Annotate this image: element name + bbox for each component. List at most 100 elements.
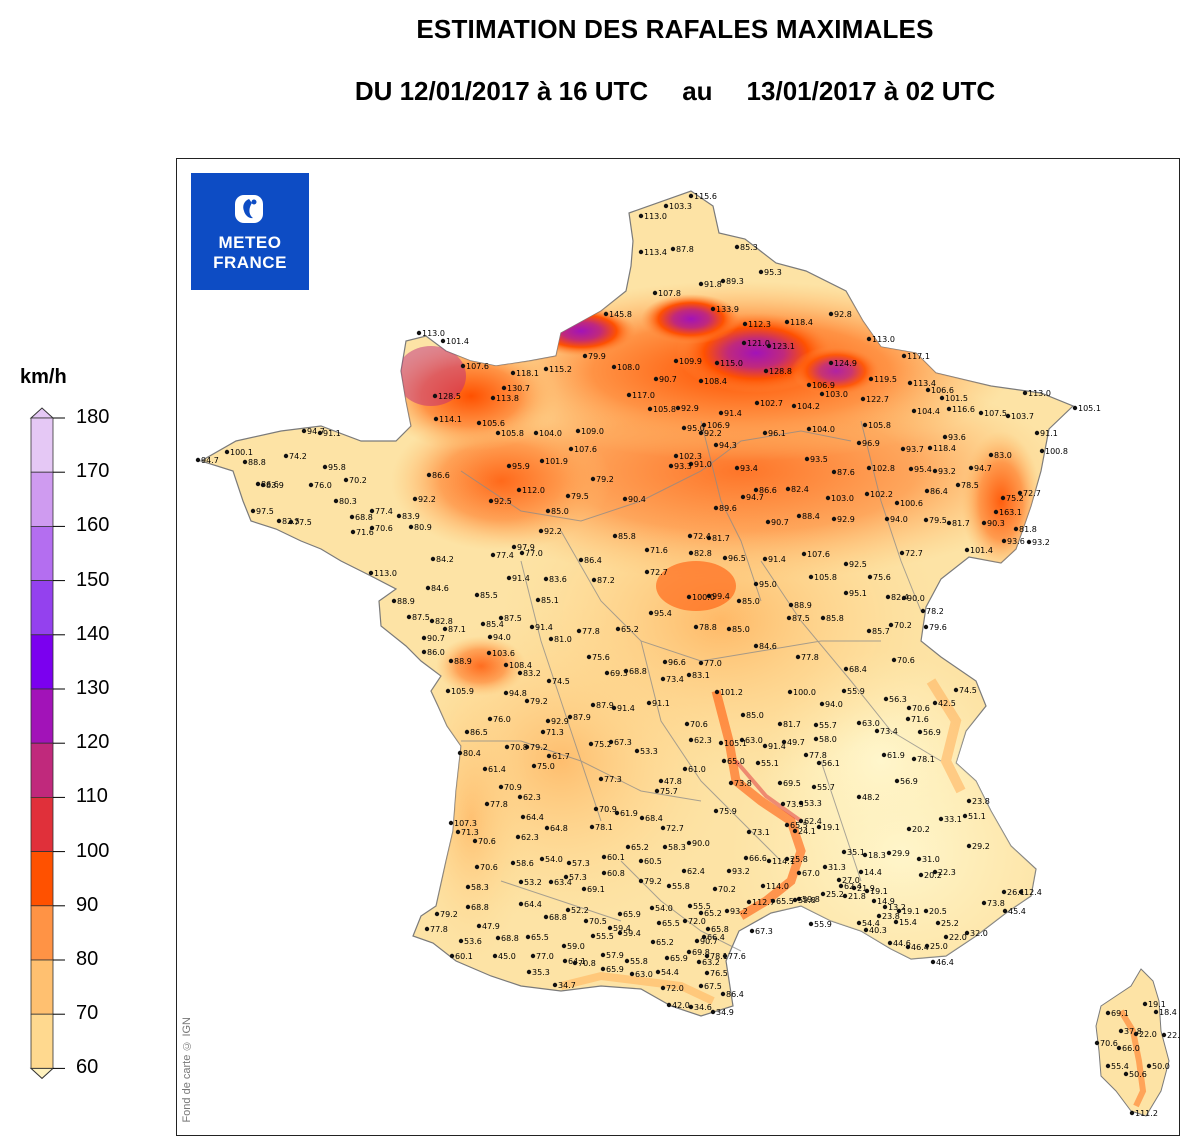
- station-value: 70.6: [690, 720, 708, 729]
- station-value: 73.1: [752, 828, 770, 837]
- station-value: 22.0: [1139, 1030, 1157, 1039]
- station-value: 100.0: [692, 593, 715, 602]
- station-value: 77.4: [375, 507, 393, 516]
- station-dot: [658, 778, 664, 784]
- station-value: 105.8: [501, 429, 524, 438]
- station-dot: [698, 281, 704, 287]
- station-value: 94.7: [974, 464, 992, 473]
- station-value: 91.8: [704, 280, 722, 289]
- station-value: 87.5: [792, 614, 810, 623]
- station-dot: [322, 464, 328, 470]
- station-dot: [668, 463, 674, 469]
- station-dot: [682, 918, 688, 924]
- station-dot: [369, 508, 375, 514]
- station-value: 93.6: [948, 433, 966, 442]
- station-value: 113.0: [872, 335, 895, 344]
- period-to: 13/01/2017 à 02 UTC: [746, 76, 996, 106]
- station-value: 72.7: [905, 549, 923, 558]
- station-dot: [816, 760, 822, 766]
- station-dot: [474, 864, 480, 870]
- station-value: 37.8: [1124, 1027, 1142, 1036]
- station-dot: [492, 953, 498, 959]
- station-value: 65.0: [727, 757, 745, 766]
- station-value: 104.0: [539, 429, 562, 438]
- station-value: 62.3: [523, 793, 541, 802]
- station-dot: [539, 458, 545, 464]
- station-dot: [660, 825, 666, 831]
- station-value: 100.0: [793, 688, 816, 697]
- station-dot: [646, 700, 652, 706]
- station-value: 96.6: [668, 658, 686, 667]
- station-value: 79.5: [571, 492, 589, 501]
- station-value: 103.3: [669, 202, 692, 211]
- station-value: 113.0: [1028, 389, 1051, 398]
- station-dot: [1000, 495, 1006, 501]
- station-dot: [760, 883, 766, 889]
- station-value: 115.0: [720, 359, 743, 368]
- station-value: 87.2: [597, 576, 615, 585]
- station-value: 88.8: [248, 458, 266, 467]
- station-dot: [429, 618, 435, 624]
- station-value: 114.1: [772, 857, 795, 866]
- station-value: 81.7: [712, 534, 730, 543]
- station-value: 61.7: [552, 752, 570, 761]
- station-dot: [421, 635, 427, 641]
- station-value: 75.9: [719, 807, 737, 816]
- station-dot: [842, 893, 848, 899]
- station-value: 85.4: [486, 620, 504, 629]
- station-dot: [784, 319, 790, 325]
- legend-swatch: [30, 959, 54, 1015]
- station-value: 50.6: [1129, 1070, 1147, 1079]
- station-dot: [825, 495, 831, 501]
- station-dot: [718, 410, 724, 416]
- station-dot: [516, 487, 522, 493]
- station-value: 81.0: [554, 635, 572, 644]
- station-value: 67.3: [755, 927, 773, 936]
- station-value: 85.5: [480, 591, 498, 600]
- station-value: 72.0: [688, 917, 706, 926]
- station-value: 94.3: [719, 441, 737, 450]
- color-legend: km/h 180 170 160 150 140 130 120 110 100 90 80 70 60: [0, 360, 170, 1090]
- station-value: 56.9: [923, 728, 941, 737]
- legend-arrow-top: [29, 407, 55, 419]
- station-dot: [753, 581, 759, 587]
- station-dot: [1034, 430, 1040, 436]
- station-value: 85.1: [541, 596, 559, 605]
- station-dot: [682, 766, 688, 772]
- station-dot: [886, 850, 892, 856]
- station-value: 113.4: [644, 248, 667, 257]
- station-value: 114.1: [439, 415, 462, 424]
- station-value: 103.6: [492, 649, 515, 658]
- station-dot: [681, 868, 687, 874]
- station-value: 86.4: [930, 487, 948, 496]
- station-dot: [813, 722, 819, 728]
- station-dot: [511, 544, 517, 550]
- station-value: 67.5: [704, 982, 722, 991]
- station-dot: [662, 659, 668, 665]
- station-dot: [694, 938, 700, 944]
- station-dot: [686, 949, 692, 955]
- station-value: 118.4: [790, 318, 813, 327]
- station-dot: [720, 991, 726, 997]
- station-dot: [688, 193, 694, 199]
- station-value: 70.6: [1100, 1039, 1118, 1048]
- station-dot: [905, 944, 911, 950]
- station-dot: [918, 872, 924, 878]
- station-value: 70.6: [375, 524, 393, 533]
- station-value: 90.3: [987, 519, 1005, 528]
- station-value: 70.9: [599, 805, 617, 814]
- station-value: 55.5: [693, 902, 711, 911]
- station-value: 112.7: [752, 898, 775, 907]
- station-dot: [539, 856, 545, 862]
- station-value: 106.9: [812, 381, 835, 390]
- station-dot: [792, 897, 798, 903]
- station-dot: [955, 482, 961, 488]
- meteo-france-logo: METEO FRANCE: [191, 173, 309, 290]
- station-dot: [1105, 1010, 1111, 1016]
- station-value: 70.6: [478, 837, 496, 846]
- station-value: 93.5: [810, 455, 828, 464]
- station-dot: [742, 321, 748, 327]
- station-dot: [916, 856, 922, 862]
- station-dot: [412, 496, 418, 502]
- station-dot: [712, 886, 718, 892]
